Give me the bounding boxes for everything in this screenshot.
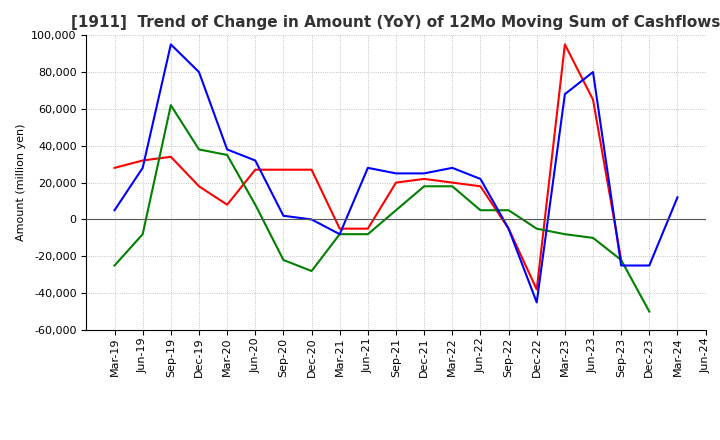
Investing Cashflow (476, 208, 485, 213)
Line: Operating Cashflow: Operating Cashflow (114, 44, 621, 290)
Investing Cashflow (392, 208, 400, 213)
Free Cashflow (561, 92, 570, 97)
Investing Cashflow (307, 268, 316, 274)
Investing Cashflow (589, 235, 598, 241)
Operating Cashflow (392, 180, 400, 185)
Investing Cashflow (251, 202, 260, 207)
Free Cashflow (251, 158, 260, 163)
Operating Cashflow (589, 97, 598, 103)
Investing Cashflow (448, 183, 456, 189)
Investing Cashflow (364, 231, 372, 237)
Operating Cashflow (504, 226, 513, 231)
Free Cashflow (645, 263, 654, 268)
Investing Cashflow (222, 152, 231, 158)
Free Cashflow (476, 176, 485, 182)
Investing Cashflow (166, 103, 175, 108)
Free Cashflow (364, 165, 372, 170)
Free Cashflow (673, 194, 682, 200)
Free Cashflow (392, 171, 400, 176)
Operating Cashflow (532, 287, 541, 292)
Free Cashflow (222, 147, 231, 152)
Investing Cashflow (420, 183, 428, 189)
Free Cashflow (279, 213, 288, 218)
Investing Cashflow (138, 231, 147, 237)
Operating Cashflow (307, 167, 316, 172)
Investing Cashflow (279, 257, 288, 263)
Line: Free Cashflow: Free Cashflow (114, 44, 678, 302)
Free Cashflow (110, 208, 119, 213)
Operating Cashflow (138, 158, 147, 163)
Operating Cashflow (222, 202, 231, 207)
Free Cashflow (138, 165, 147, 170)
Operating Cashflow (448, 180, 456, 185)
Free Cashflow (166, 42, 175, 47)
Free Cashflow (532, 300, 541, 305)
Free Cashflow (617, 263, 626, 268)
Investing Cashflow (532, 226, 541, 231)
Investing Cashflow (110, 263, 119, 268)
Operating Cashflow (476, 183, 485, 189)
Investing Cashflow (194, 147, 203, 152)
Operating Cashflow (364, 226, 372, 231)
Line: Investing Cashflow: Investing Cashflow (114, 105, 649, 312)
Operating Cashflow (194, 183, 203, 189)
Free Cashflow (448, 165, 456, 170)
Operating Cashflow (279, 167, 288, 172)
Title: [1911]  Trend of Change in Amount (YoY) of 12Mo Moving Sum of Cashflows: [1911] Trend of Change in Amount (YoY) o… (71, 15, 720, 30)
Operating Cashflow (561, 42, 570, 47)
Operating Cashflow (166, 154, 175, 159)
Investing Cashflow (561, 231, 570, 237)
Operating Cashflow (110, 165, 119, 170)
Free Cashflow (504, 226, 513, 231)
Investing Cashflow (617, 257, 626, 263)
Operating Cashflow (420, 176, 428, 182)
Investing Cashflow (645, 309, 654, 314)
Free Cashflow (420, 171, 428, 176)
Operating Cashflow (251, 167, 260, 172)
Operating Cashflow (336, 226, 344, 231)
Operating Cashflow (617, 257, 626, 263)
Free Cashflow (336, 231, 344, 237)
Free Cashflow (589, 70, 598, 75)
Investing Cashflow (504, 208, 513, 213)
Free Cashflow (194, 70, 203, 75)
Free Cashflow (307, 217, 316, 222)
Investing Cashflow (336, 231, 344, 237)
Y-axis label: Amount (million yen): Amount (million yen) (16, 124, 26, 242)
